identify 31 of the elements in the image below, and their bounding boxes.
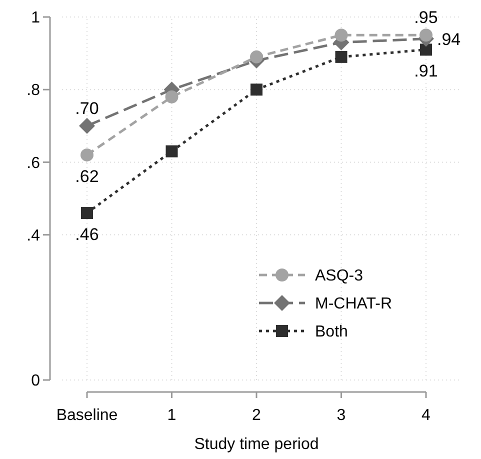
data-label: .95	[414, 8, 438, 28]
x-tick-label: 2	[252, 407, 262, 424]
point	[166, 145, 178, 158]
point	[165, 90, 178, 104]
x-tick-label: 3	[336, 407, 346, 424]
point	[420, 28, 432, 42]
data-label: .94	[437, 30, 461, 49]
point	[250, 50, 263, 64]
x-tick-label: Baseline	[56, 407, 118, 424]
x-tick-label: 4	[422, 407, 431, 424]
x-axis-title: Study time period	[194, 436, 319, 453]
y-tick-label: 0	[31, 372, 40, 390]
x-tick-label: 1	[167, 407, 176, 424]
point	[80, 148, 94, 162]
y-tick-label: .6	[26, 154, 40, 172]
point	[79, 118, 95, 134]
point	[335, 50, 348, 63]
legend-label: Both	[315, 324, 348, 341]
data-label: .70	[75, 98, 99, 118]
data-label: .46	[75, 225, 99, 244]
legend-label: ASQ-3	[315, 268, 364, 285]
point	[334, 28, 348, 42]
data-label: .91	[414, 62, 438, 81]
point	[81, 207, 93, 220]
data-label: .62	[75, 166, 99, 186]
point	[250, 84, 262, 96]
y-tick-label: .8	[26, 82, 40, 100]
point	[420, 44, 432, 56]
y-tick-label: .4	[26, 227, 40, 244]
y-tick-label: 1	[31, 10, 40, 27]
legend-label: M-CHAT-R	[315, 296, 392, 313]
